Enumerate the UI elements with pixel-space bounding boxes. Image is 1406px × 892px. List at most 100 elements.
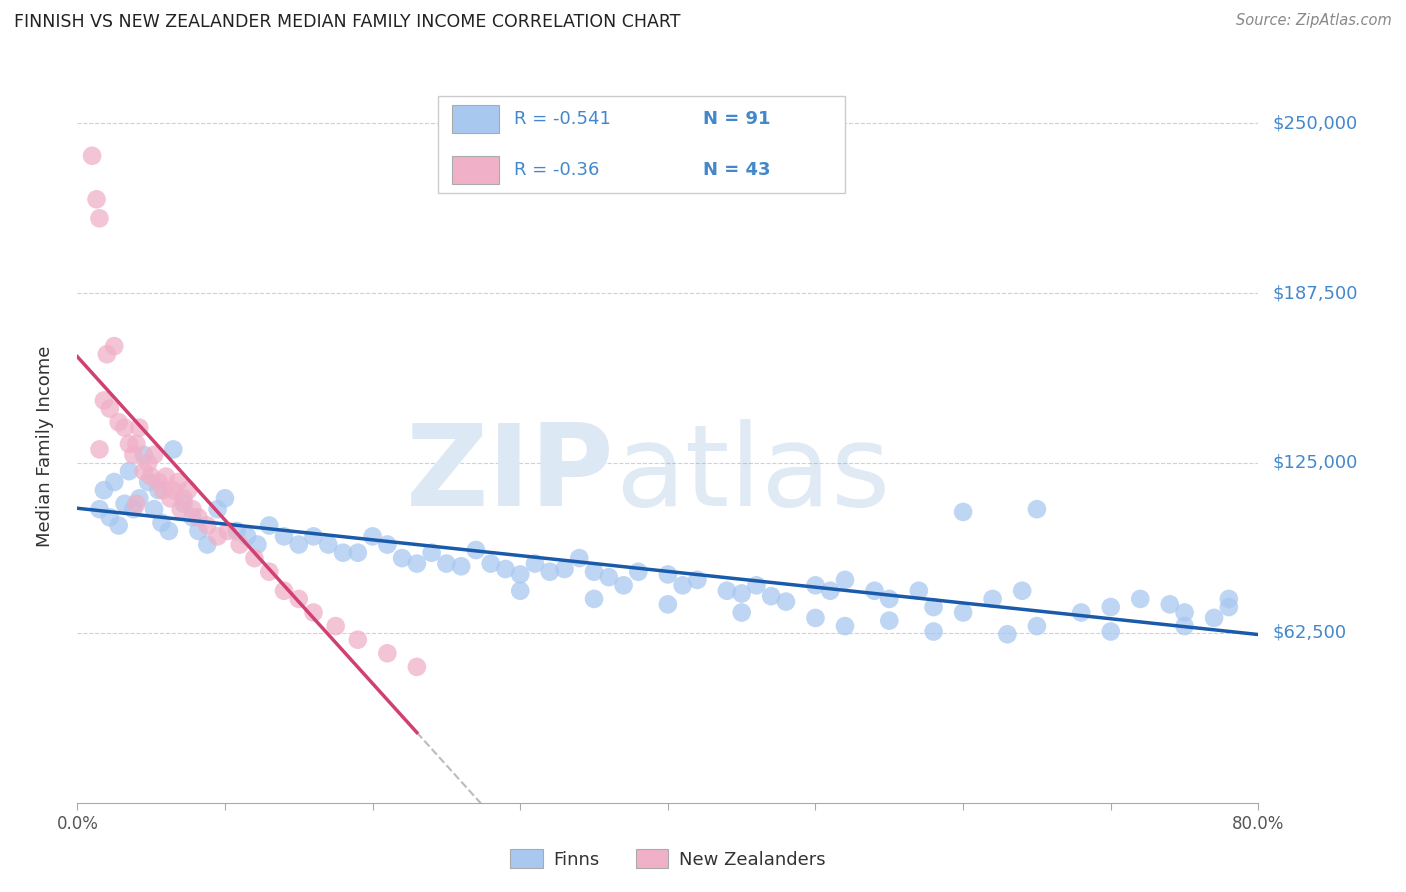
Point xyxy=(1129,591,1152,606)
Point xyxy=(318,537,340,551)
Point xyxy=(997,627,1019,641)
Bar xyxy=(451,105,499,134)
Point xyxy=(143,448,166,462)
Point xyxy=(159,491,181,506)
Point xyxy=(1026,502,1049,516)
Point xyxy=(436,557,458,571)
Point xyxy=(128,491,150,506)
Point xyxy=(128,420,150,434)
Point xyxy=(170,502,193,516)
Point xyxy=(103,475,125,489)
Point xyxy=(804,578,827,592)
Point xyxy=(1204,611,1226,625)
Point xyxy=(450,559,472,574)
Point xyxy=(207,502,229,516)
Point xyxy=(820,583,842,598)
Point xyxy=(583,565,606,579)
Point xyxy=(166,475,188,489)
Point xyxy=(686,573,709,587)
Point xyxy=(952,505,974,519)
Point xyxy=(657,598,679,612)
Point xyxy=(125,497,148,511)
Text: $125,000: $125,000 xyxy=(1272,454,1358,472)
Point xyxy=(181,510,204,524)
Point xyxy=(152,483,174,498)
Point xyxy=(464,543,488,558)
Text: Source: ZipAtlas.com: Source: ZipAtlas.com xyxy=(1236,13,1392,29)
Point xyxy=(162,483,184,498)
Point xyxy=(155,469,177,483)
Point xyxy=(259,518,281,533)
Point xyxy=(107,518,129,533)
Text: ZIP: ZIP xyxy=(406,419,614,530)
Point xyxy=(1099,600,1122,615)
Point xyxy=(406,557,429,571)
Point xyxy=(509,567,531,582)
Point xyxy=(716,583,738,598)
Point xyxy=(804,611,827,625)
Point xyxy=(731,606,754,620)
Point xyxy=(103,339,125,353)
Text: atlas: atlas xyxy=(614,419,890,530)
Point xyxy=(82,149,104,163)
Point xyxy=(598,570,620,584)
Point xyxy=(107,415,129,429)
Point xyxy=(908,583,931,598)
Point xyxy=(125,437,148,451)
Point xyxy=(332,546,354,560)
Point xyxy=(1026,619,1049,633)
Point xyxy=(346,632,368,647)
Point xyxy=(1070,606,1092,620)
Point xyxy=(195,537,218,551)
Point xyxy=(657,567,679,582)
Point xyxy=(775,594,797,608)
Point xyxy=(89,211,111,226)
Point xyxy=(420,546,443,560)
Point xyxy=(922,600,945,615)
Point xyxy=(148,475,170,489)
Point xyxy=(922,624,945,639)
Point xyxy=(761,589,783,603)
Point xyxy=(325,619,347,633)
Point xyxy=(627,565,650,579)
Point xyxy=(302,606,325,620)
Point xyxy=(302,529,325,543)
Text: R = -0.541: R = -0.541 xyxy=(515,111,612,128)
Point xyxy=(246,537,269,551)
Point xyxy=(495,562,517,576)
Point xyxy=(1174,619,1197,633)
Point xyxy=(150,516,173,530)
Point xyxy=(361,529,384,543)
Point xyxy=(583,591,606,606)
Point xyxy=(177,483,200,498)
Point xyxy=(157,524,180,538)
Point xyxy=(181,502,204,516)
Point xyxy=(554,562,576,576)
Point xyxy=(259,565,281,579)
Point xyxy=(214,491,236,506)
Point xyxy=(187,510,209,524)
Point xyxy=(118,464,141,478)
Point xyxy=(148,483,170,498)
Point xyxy=(509,583,531,598)
Point xyxy=(173,497,195,511)
Point xyxy=(731,586,754,600)
Y-axis label: Median Family Income: Median Family Income xyxy=(35,345,53,547)
Point xyxy=(162,442,184,457)
Point xyxy=(834,573,856,587)
Point xyxy=(1218,600,1240,615)
Point xyxy=(207,529,229,543)
Point xyxy=(479,557,502,571)
Point xyxy=(89,442,111,457)
Point xyxy=(96,347,118,361)
FancyBboxPatch shape xyxy=(437,96,845,193)
Point xyxy=(406,660,429,674)
Point xyxy=(187,524,209,538)
Point xyxy=(136,456,159,470)
Point xyxy=(952,606,974,620)
Point xyxy=(879,614,901,628)
Point xyxy=(89,502,111,516)
Point xyxy=(93,483,115,498)
Point xyxy=(524,557,547,571)
Text: N = 91: N = 91 xyxy=(703,111,770,128)
